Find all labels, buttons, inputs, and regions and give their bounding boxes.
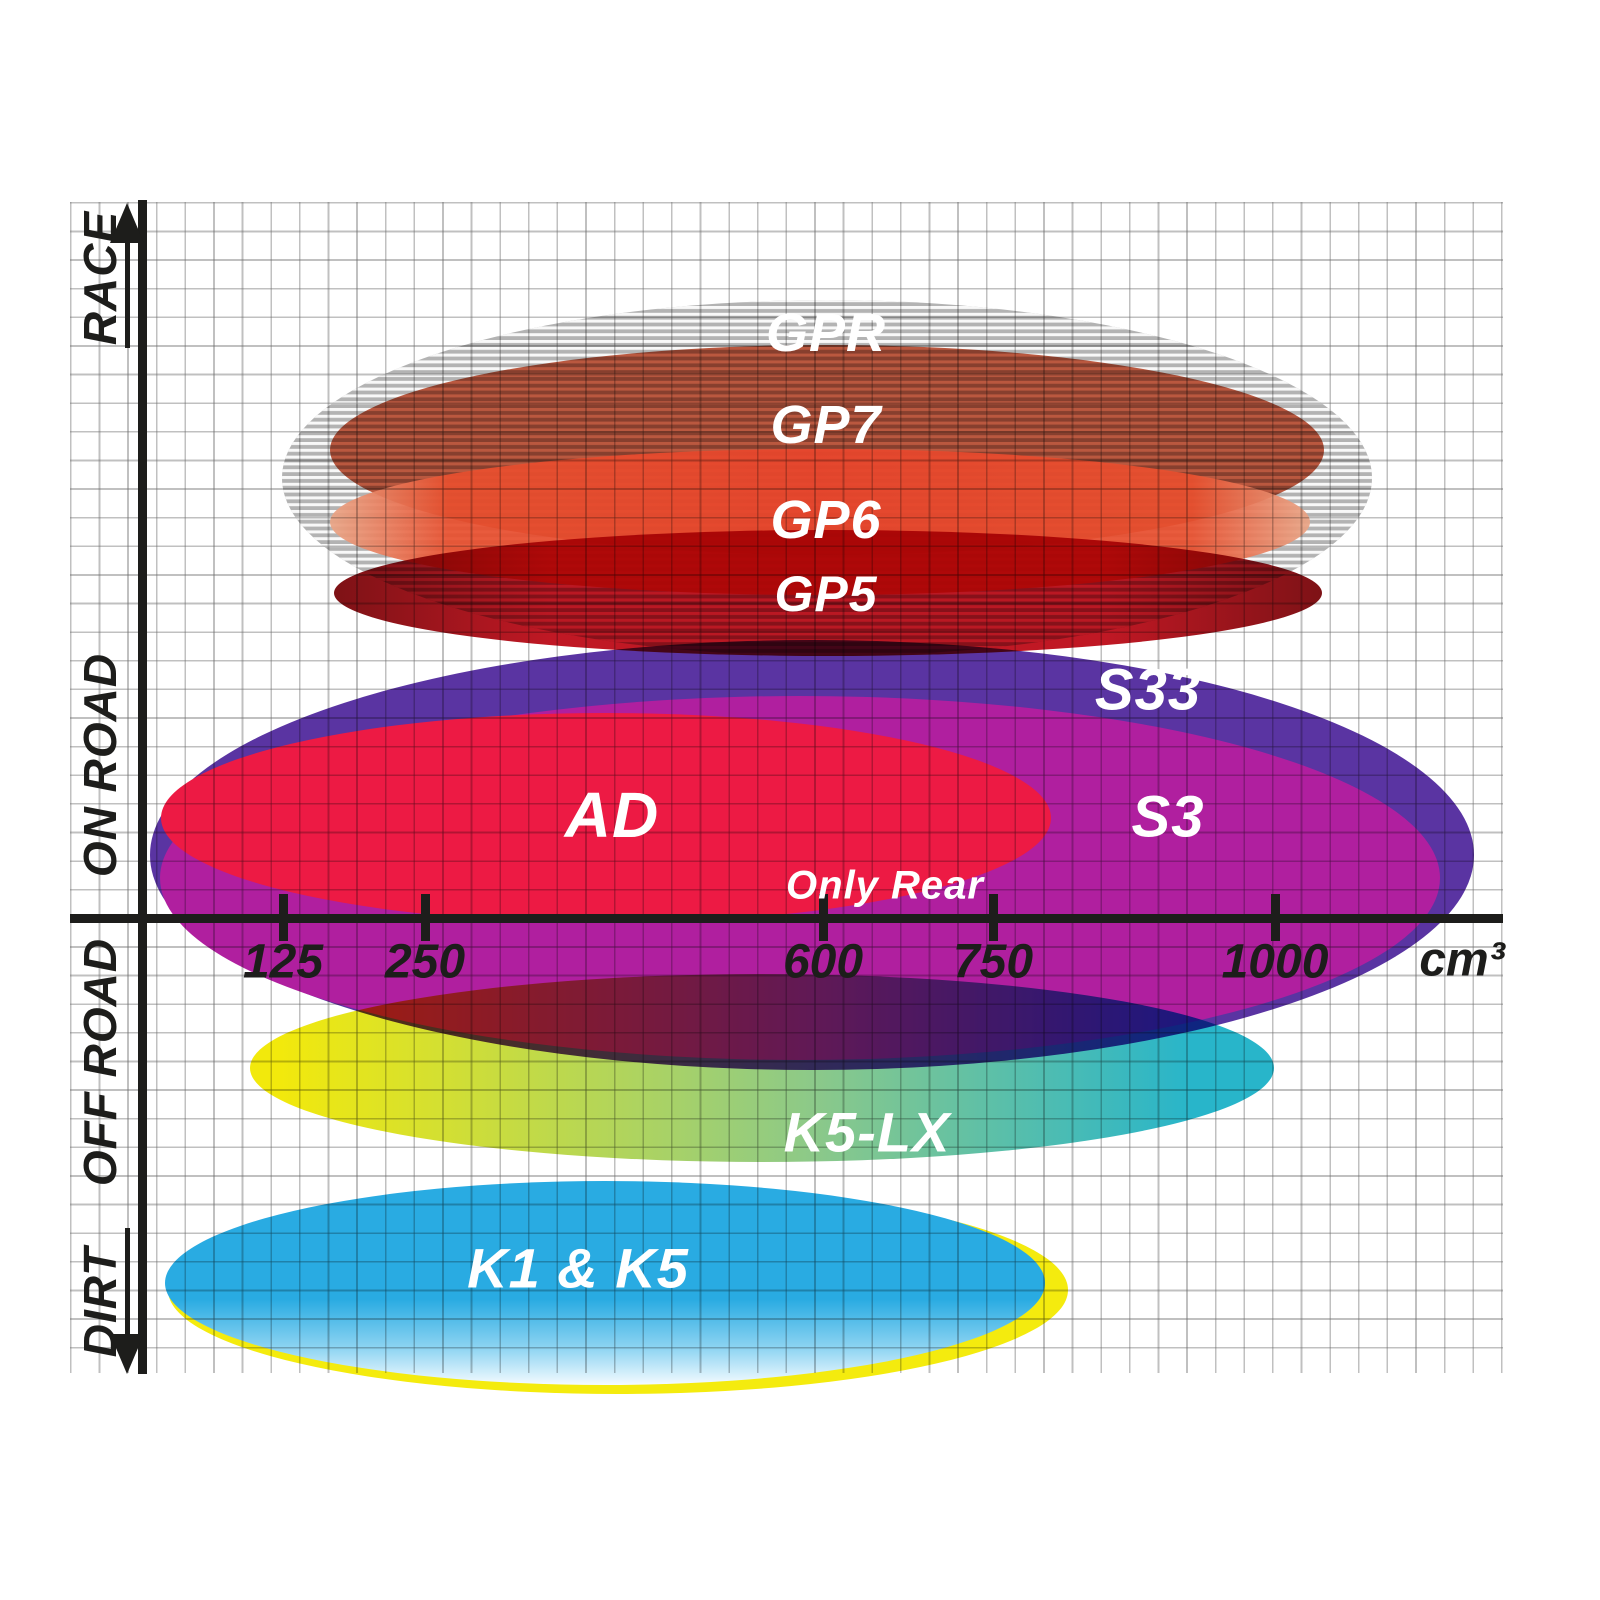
region-k1k5 <box>165 1181 1045 1385</box>
y-axis-line <box>137 200 147 1374</box>
region-label-k1k5: K1 & K5 <box>467 1236 689 1300</box>
region-label-gpr: GPR <box>765 303 887 363</box>
down-arrow-shaft <box>125 1228 130 1334</box>
region-k5lx <box>250 974 1274 1162</box>
region-label-ad: AD <box>564 779 660 851</box>
x-tick-label-600: 600 <box>782 935 864 989</box>
region-label-gp5: GP5 <box>774 566 878 622</box>
region-label-s3: S3 <box>1131 784 1205 850</box>
x-tick-600 <box>818 894 828 941</box>
x-tick-250 <box>420 894 430 941</box>
only-rear-note: Only Rear <box>786 863 984 908</box>
y-band-label-on-road: ON ROAD <box>74 652 126 878</box>
x-tick-label-750: 750 <box>952 935 1034 989</box>
x-tick-1000 <box>1270 894 1280 941</box>
x-tick-label-1000: 1000 <box>1221 935 1329 989</box>
region-ad <box>161 713 1051 923</box>
y-band-label-off-road: OFF ROAD <box>74 937 126 1187</box>
up-arrow-icon <box>110 203 144 243</box>
x-axis-unit-label: cm³ <box>1419 933 1505 987</box>
up-arrow-shaft <box>125 240 130 348</box>
region-label-gp7: GP7 <box>770 395 882 455</box>
x-tick-125 <box>278 894 288 941</box>
region-label-gp6: GP6 <box>770 490 882 550</box>
down-arrow-icon <box>110 1334 144 1374</box>
region-label-k5lx: K5-LX <box>783 1100 951 1164</box>
x-tick-label-125: 125 <box>242 935 324 989</box>
x-tick-label-250: 250 <box>384 935 466 989</box>
region-gp5 <box>334 530 1322 656</box>
x-tick-750 <box>988 894 998 941</box>
x-axis-line <box>70 913 1503 923</box>
region-label-s33: S33 <box>1094 657 1202 723</box>
